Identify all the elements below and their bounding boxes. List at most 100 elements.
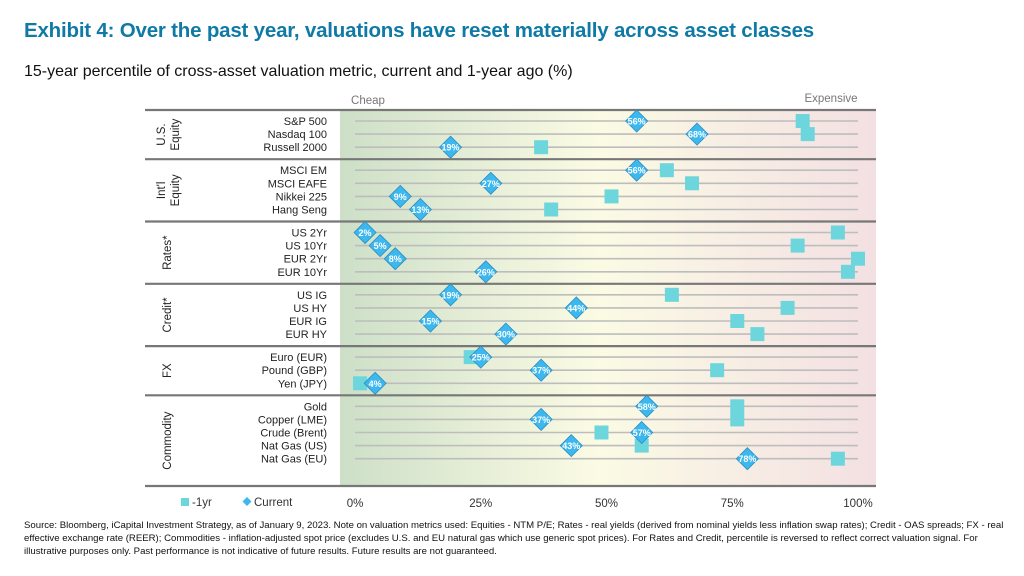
row-label: Copper (LME) — [258, 414, 327, 426]
row-label: US 10Yr — [285, 241, 327, 253]
current-value-label: 9% — [394, 192, 407, 202]
current-value-label: 15% — [421, 317, 439, 327]
current-marker — [474, 260, 498, 284]
current-marker — [418, 309, 443, 333]
row-label: Euro (EUR) — [270, 352, 327, 364]
current-value-label: 13% — [411, 205, 429, 215]
current-value-label: 37% — [532, 415, 550, 425]
plot-background — [340, 110, 876, 486]
group-label-line: Credit* — [162, 297, 174, 333]
row-label: EUR IG — [289, 316, 327, 328]
expensive-annotation: Expensive — [804, 93, 857, 105]
row-label: MSCI EM — [280, 165, 327, 177]
current-value-label: 57% — [633, 428, 651, 438]
one-year-ago-marker — [730, 399, 745, 414]
current-value-label: 37% — [532, 366, 550, 376]
legend-current-label: Current — [254, 497, 293, 509]
x-tick-label: 50% — [595, 498, 618, 510]
legend-one-year-ago-label: -1yr — [192, 497, 212, 509]
one-year-ago-marker — [710, 363, 725, 378]
current-marker — [439, 135, 463, 159]
group-label-line: FX — [162, 363, 174, 378]
current-value-label: 2% — [359, 228, 372, 238]
one-year-ago-marker — [594, 425, 609, 440]
current-marker — [635, 394, 659, 418]
group-label: Rates* — [162, 235, 174, 270]
one-year-ago-marker — [664, 287, 679, 302]
legend-current-icon — [242, 497, 252, 506]
group-label-line: U.S. — [156, 123, 168, 145]
x-tick-label: 25% — [469, 498, 492, 510]
current-value-label: 8% — [389, 254, 402, 264]
current-value-label: 5% — [374, 241, 387, 251]
one-year-ago-marker — [800, 127, 815, 142]
row-label: US 2Yr — [292, 228, 328, 240]
group-label-line: Commodity — [162, 411, 174, 469]
group-label: Commodity — [162, 411, 174, 469]
current-marker — [383, 247, 407, 271]
group-label: FX — [162, 363, 174, 378]
current-marker — [388, 184, 412, 208]
row-label: Nasdaq 100 — [268, 129, 327, 141]
row-label: Crude (Brent) — [260, 428, 327, 440]
one-year-ago-marker — [730, 412, 745, 427]
legend-one-year-ago-icon — [181, 498, 189, 506]
current-marker — [630, 420, 654, 445]
group-label: U.S. Equity — [156, 118, 182, 150]
one-year-ago-marker — [659, 163, 674, 178]
one-year-ago-marker — [780, 300, 795, 315]
one-year-ago-marker — [795, 114, 810, 128]
current-marker — [494, 322, 518, 346]
current-marker — [363, 371, 387, 395]
current-value-label: 58% — [638, 402, 656, 412]
current-marker — [529, 358, 553, 382]
current-value-label: 25% — [472, 353, 490, 363]
one-year-ago-marker — [634, 438, 649, 453]
row-label: Yen (JPY) — [278, 378, 327, 390]
current-marker — [685, 122, 709, 146]
row-label: US HY — [293, 303, 327, 315]
current-marker — [564, 296, 588, 320]
one-year-ago-marker — [830, 451, 845, 466]
row-label: Hang Seng — [272, 205, 327, 217]
current-value-label: 26% — [477, 267, 495, 277]
one-year-ago-marker — [830, 225, 845, 240]
current-marker — [625, 158, 649, 182]
current-marker — [529, 407, 553, 431]
one-year-ago-marker — [353, 376, 368, 391]
one-year-ago-marker — [730, 314, 745, 328]
current-value-label: 43% — [562, 441, 580, 451]
legend: -1yr Current — [181, 497, 293, 509]
group-label: Int'l Equity — [156, 174, 182, 206]
one-year-ago-marker — [685, 176, 700, 191]
one-year-ago-marker — [604, 189, 619, 204]
one-year-ago-marker — [750, 327, 765, 342]
row-label: Nat Gas (US) — [261, 441, 327, 453]
current-value-label: 27% — [482, 179, 500, 189]
chart-subtitle: 15-year percentile of cross-asset valuat… — [24, 63, 573, 80]
row-label: Pound (GBP) — [262, 365, 327, 377]
current-value-label: 68% — [688, 130, 706, 140]
cheap-annotation: Cheap — [351, 95, 385, 107]
current-marker — [559, 434, 583, 458]
group-label-line: Equity — [170, 118, 182, 150]
one-year-ago-marker — [840, 264, 855, 279]
one-year-ago-marker — [544, 202, 559, 217]
current-value-label: 78% — [738, 454, 756, 464]
row-label: Russell 2000 — [263, 142, 327, 154]
one-year-ago-marker — [534, 140, 549, 155]
current-value-label: 19% — [442, 290, 460, 300]
row-label: EUR HY — [285, 329, 327, 341]
row-label: S&P 500 — [284, 116, 327, 128]
row-label: Gold — [304, 401, 327, 413]
group-label-line: Equity — [170, 174, 182, 206]
row-label: EUR 2Yr — [284, 254, 328, 266]
current-marker — [625, 109, 649, 133]
current-value-label: 56% — [628, 166, 646, 176]
current-marker — [479, 171, 503, 195]
row-label: US IG — [297, 290, 327, 302]
current-marker — [408, 197, 432, 222]
group-label-line: Rates* — [162, 235, 174, 270]
x-tick-label: 75% — [721, 498, 744, 510]
current-marker — [735, 447, 759, 471]
